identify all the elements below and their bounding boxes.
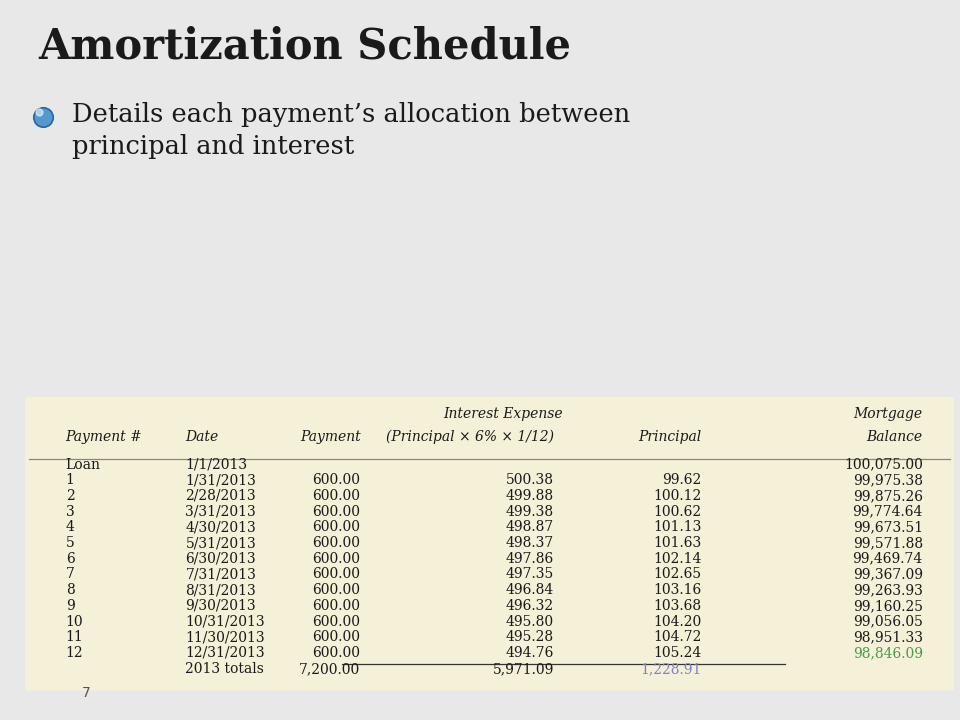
Text: Details each payment’s allocation between: Details each payment’s allocation betwee…: [72, 102, 631, 127]
Text: (Principal × 6% × 1/12): (Principal × 6% × 1/12): [386, 430, 554, 444]
Text: 3: 3: [65, 505, 75, 518]
Text: 99,975.38: 99,975.38: [852, 473, 923, 487]
Text: 100,075.00: 100,075.00: [844, 458, 923, 472]
Text: 497.86: 497.86: [506, 552, 554, 566]
Text: 7: 7: [82, 686, 90, 700]
Text: Interest Expense: Interest Expense: [444, 408, 564, 421]
Text: 4: 4: [65, 521, 75, 534]
Text: 99,056.05: 99,056.05: [852, 615, 923, 629]
Text: 2: 2: [65, 489, 75, 503]
Text: 600.00: 600.00: [313, 521, 361, 534]
Text: 98,846.09: 98,846.09: [852, 646, 923, 660]
Text: 99,571.88: 99,571.88: [852, 536, 923, 550]
Text: 99,469.74: 99,469.74: [852, 552, 923, 566]
Text: 5,971.09: 5,971.09: [492, 662, 554, 676]
Text: Date: Date: [185, 431, 219, 444]
Text: 12: 12: [65, 646, 84, 660]
Text: 104.72: 104.72: [653, 630, 702, 644]
Text: 499.38: 499.38: [506, 505, 554, 518]
Text: 100.12: 100.12: [654, 489, 702, 503]
Text: 7,200.00: 7,200.00: [300, 662, 361, 676]
Text: 496.84: 496.84: [506, 583, 554, 597]
Text: Loan: Loan: [65, 458, 101, 472]
Text: 9: 9: [65, 599, 75, 613]
Text: 102.14: 102.14: [653, 552, 702, 566]
Text: 600.00: 600.00: [313, 646, 361, 660]
Text: 99.62: 99.62: [662, 473, 702, 487]
Text: 98,951.33: 98,951.33: [852, 630, 923, 644]
Text: 10/31/2013: 10/31/2013: [185, 615, 265, 629]
Text: 102.65: 102.65: [654, 567, 702, 582]
Text: 499.88: 499.88: [506, 489, 554, 503]
Text: 1,228.91: 1,228.91: [640, 662, 702, 676]
Text: 6/30/2013: 6/30/2013: [185, 552, 256, 566]
Text: 497.35: 497.35: [506, 567, 554, 582]
Text: 494.76: 494.76: [506, 646, 554, 660]
Text: 8: 8: [65, 583, 75, 597]
Text: 99,774.64: 99,774.64: [852, 505, 923, 518]
Text: 11/30/2013: 11/30/2013: [185, 630, 265, 644]
Text: 600.00: 600.00: [313, 536, 361, 550]
Text: 1: 1: [65, 473, 75, 487]
Text: 1/1/2013: 1/1/2013: [185, 458, 248, 472]
Text: 600.00: 600.00: [313, 473, 361, 487]
Text: 5: 5: [65, 536, 75, 550]
Text: 4/30/2013: 4/30/2013: [185, 521, 256, 534]
Text: 500.38: 500.38: [506, 473, 554, 487]
Text: 1/31/2013: 1/31/2013: [185, 473, 256, 487]
Text: 3/31/2013: 3/31/2013: [185, 505, 256, 518]
Text: 2/28/2013: 2/28/2013: [185, 489, 256, 503]
Text: 103.16: 103.16: [654, 583, 702, 597]
Text: 498.37: 498.37: [506, 536, 554, 550]
Text: 105.24: 105.24: [654, 646, 702, 660]
Text: 600.00: 600.00: [313, 599, 361, 613]
Text: 100.62: 100.62: [654, 505, 702, 518]
Text: 99,263.93: 99,263.93: [852, 583, 923, 597]
Text: 600.00: 600.00: [313, 630, 361, 644]
Text: 6: 6: [65, 552, 75, 566]
Text: 600.00: 600.00: [313, 489, 361, 503]
Text: Amortization Schedule: Amortization Schedule: [38, 25, 571, 67]
Text: Principal: Principal: [638, 431, 702, 444]
Text: 101.63: 101.63: [654, 536, 702, 550]
Text: 101.13: 101.13: [653, 521, 702, 534]
Text: 495.28: 495.28: [506, 630, 554, 644]
Text: 600.00: 600.00: [313, 615, 361, 629]
Text: principal and interest: principal and interest: [72, 134, 354, 159]
Text: Payment #: Payment #: [65, 431, 142, 444]
FancyBboxPatch shape: [25, 397, 954, 690]
Text: 103.68: 103.68: [654, 599, 702, 613]
Text: 7/31/2013: 7/31/2013: [185, 567, 256, 582]
Text: Payment: Payment: [300, 431, 361, 444]
Text: 5/31/2013: 5/31/2013: [185, 536, 256, 550]
Text: Mortgage: Mortgage: [853, 408, 923, 421]
Text: 104.20: 104.20: [654, 615, 702, 629]
Text: 11: 11: [65, 630, 84, 644]
Text: 10: 10: [65, 615, 84, 629]
Text: Balance: Balance: [867, 431, 923, 444]
Text: 600.00: 600.00: [313, 583, 361, 597]
Text: 498.87: 498.87: [506, 521, 554, 534]
Text: 8/31/2013: 8/31/2013: [185, 583, 256, 597]
Text: 496.32: 496.32: [506, 599, 554, 613]
Text: 495.80: 495.80: [506, 615, 554, 629]
Text: 9/30/2013: 9/30/2013: [185, 599, 256, 613]
Text: 600.00: 600.00: [313, 505, 361, 518]
Text: 7: 7: [65, 567, 75, 582]
Text: 12/31/2013: 12/31/2013: [185, 646, 265, 660]
Text: 99,367.09: 99,367.09: [852, 567, 923, 582]
Text: 600.00: 600.00: [313, 567, 361, 582]
Text: 99,875.26: 99,875.26: [852, 489, 923, 503]
Text: 99,160.25: 99,160.25: [852, 599, 923, 613]
Text: 2013 totals: 2013 totals: [185, 662, 264, 676]
Text: 600.00: 600.00: [313, 552, 361, 566]
Text: 99,673.51: 99,673.51: [852, 521, 923, 534]
